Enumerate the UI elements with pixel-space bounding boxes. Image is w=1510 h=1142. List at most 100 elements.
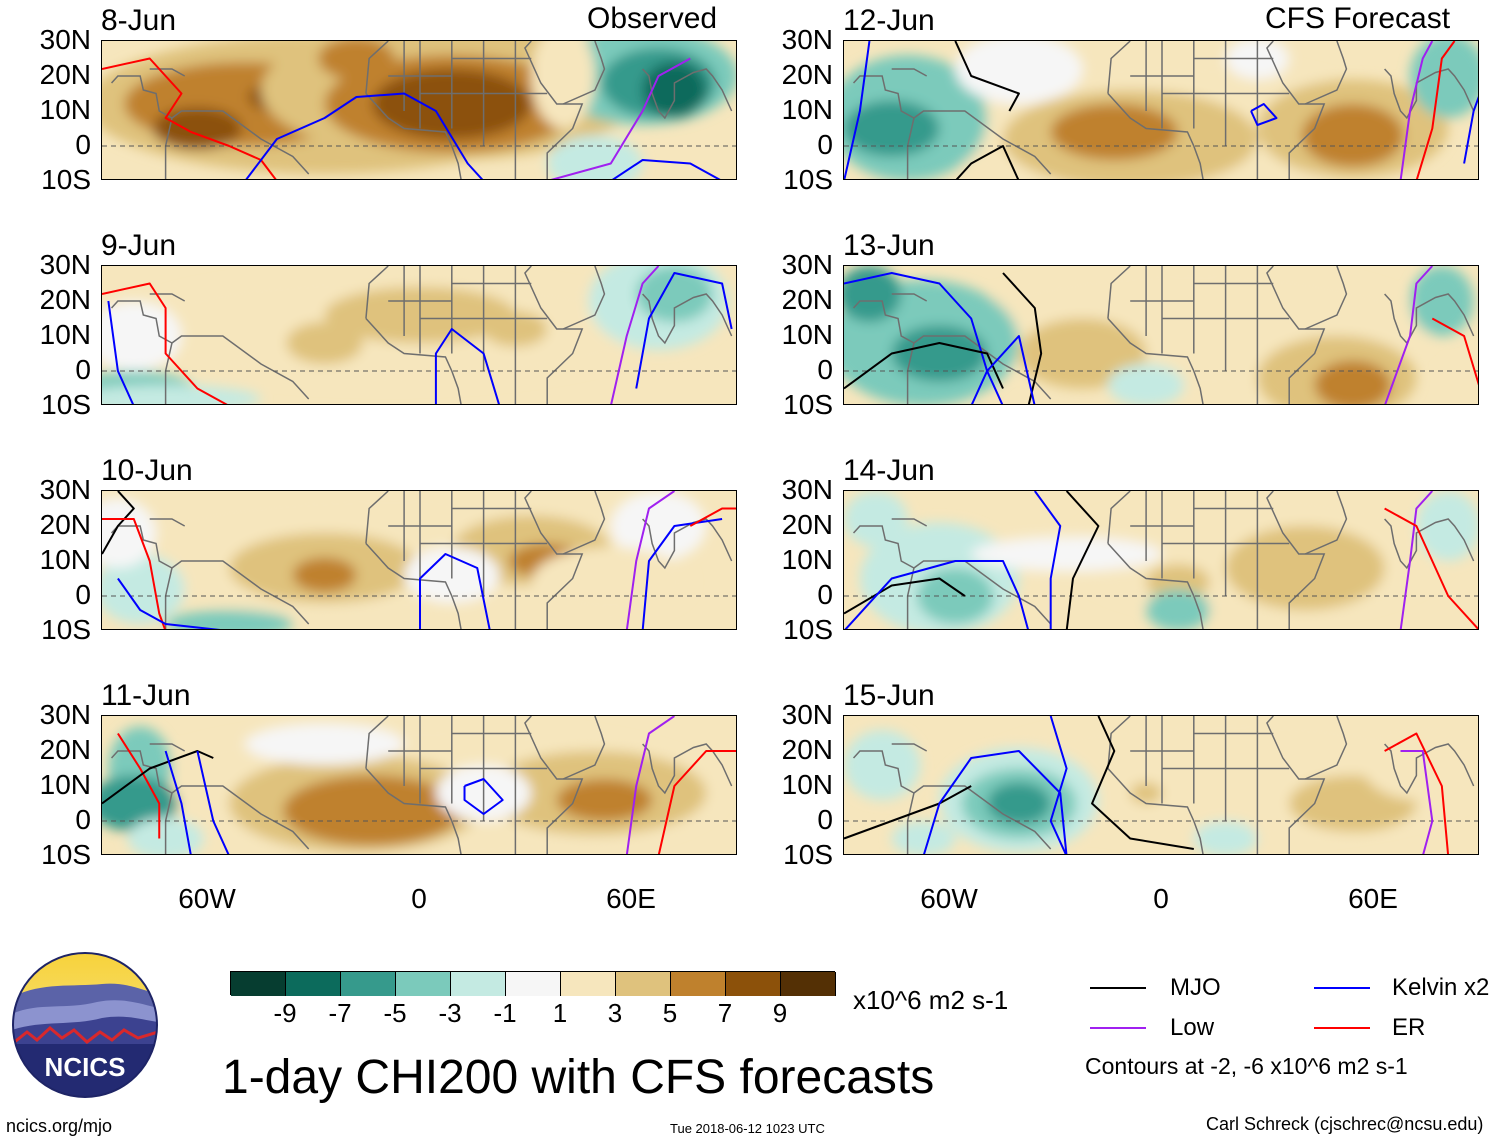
anomaly-blob bbox=[844, 491, 908, 547]
panel-date: 14-Jun bbox=[843, 454, 935, 487]
filter-contour bbox=[117, 577, 221, 629]
lat-label: 20N bbox=[39, 284, 91, 315]
map-panel bbox=[101, 715, 737, 855]
lat-label: 30N bbox=[781, 474, 833, 505]
logo-text: NCICS bbox=[45, 1052, 126, 1082]
lon-label-0: 0 bbox=[1153, 883, 1169, 914]
lat-label: 20N bbox=[39, 509, 91, 540]
filter-contour bbox=[1415, 41, 1456, 179]
colorbar-swatch bbox=[506, 972, 561, 996]
chart-title: 1-day CHI200 with CFS forecasts bbox=[222, 1051, 935, 1104]
lat-label: 0 bbox=[817, 129, 833, 160]
colorbar-tick-label: 1 bbox=[552, 998, 568, 1028]
filter-contour bbox=[102, 57, 277, 179]
lon-label-0: 0 bbox=[411, 883, 427, 914]
lat-label: 20N bbox=[781, 59, 833, 90]
filter-contour bbox=[1463, 96, 1478, 164]
coastline bbox=[1107, 266, 1131, 319]
lat-label: 10N bbox=[781, 769, 833, 800]
coastline bbox=[891, 68, 928, 77]
coastline bbox=[891, 293, 928, 302]
coastline bbox=[365, 716, 389, 769]
coastline bbox=[365, 92, 462, 179]
coastline bbox=[110, 300, 173, 344]
anomaly-blob bbox=[891, 821, 956, 854]
filter-contour bbox=[971, 335, 1036, 404]
heatmap-field bbox=[102, 491, 736, 629]
anomaly-blob bbox=[556, 779, 653, 821]
filter-contour bbox=[245, 92, 484, 179]
lat-label: 30N bbox=[39, 474, 91, 505]
heatmap-field bbox=[844, 716, 1478, 854]
anomaly-blob bbox=[1050, 104, 1178, 160]
filter-contour bbox=[196, 750, 230, 854]
colorbar-labels: -9 -7 -5 -3 -1 1 3 5 7 9 bbox=[230, 998, 835, 1030]
filter-contour bbox=[923, 750, 1068, 854]
coastline bbox=[149, 518, 186, 527]
legend-line-mjo bbox=[1090, 987, 1146, 989]
filter-contour bbox=[1400, 750, 1434, 854]
lat-label: 30N bbox=[781, 249, 833, 280]
anomaly-blob bbox=[610, 491, 707, 561]
panel-date: 12-Jun bbox=[843, 4, 935, 37]
anomaly-blob bbox=[318, 41, 395, 80]
coastline bbox=[1266, 491, 1326, 629]
footer-url[interactable]: ncics.org/mjo bbox=[6, 1116, 113, 1136]
coastline bbox=[891, 743, 928, 752]
observed-header: Observed bbox=[587, 2, 718, 35]
coastline bbox=[1107, 767, 1204, 854]
colorbar-swatch bbox=[561, 972, 616, 996]
filter-contour bbox=[844, 41, 871, 179]
lat-label: 0 bbox=[75, 804, 91, 835]
colorbar-swatch bbox=[451, 972, 506, 996]
filter-contour bbox=[955, 145, 1020, 179]
colorbar-tick-label: 3 bbox=[607, 998, 623, 1028]
filter-contour bbox=[1399, 41, 1434, 179]
coastline bbox=[1384, 743, 1475, 795]
filter-contour bbox=[844, 577, 966, 615]
colorbar-tick-label: -1 bbox=[493, 998, 517, 1028]
map-panel bbox=[843, 715, 1479, 855]
filter-contour bbox=[610, 266, 660, 404]
map-panel bbox=[843, 265, 1479, 405]
anomaly-blob bbox=[102, 301, 182, 371]
anomaly-blob bbox=[165, 610, 293, 629]
coastline bbox=[524, 266, 584, 404]
filter-contour bbox=[1399, 491, 1434, 629]
lat-label: 20N bbox=[781, 509, 833, 540]
colorbar-swatch bbox=[671, 972, 726, 996]
lat-label: 0 bbox=[817, 804, 833, 835]
map-panel bbox=[101, 265, 737, 405]
colorbar-swatch bbox=[341, 972, 396, 996]
coastline bbox=[524, 491, 584, 629]
legend-line-er bbox=[1314, 1027, 1370, 1029]
anomaly-blob bbox=[1301, 104, 1404, 167]
lat-label: 10S bbox=[783, 614, 833, 645]
coastline bbox=[562, 266, 606, 330]
panel-date: 13-Jun bbox=[843, 229, 935, 262]
filter-contour bbox=[1033, 491, 1062, 629]
anomaly-blob bbox=[844, 100, 940, 157]
legend-label-mjo: MJO bbox=[1170, 974, 1221, 1001]
anomaly-blob bbox=[987, 782, 1051, 825]
lat-label: 10S bbox=[41, 614, 91, 645]
contours-note: Contours at -2, -6 x10^6 m2 s-1 bbox=[1085, 1053, 1408, 1079]
anomaly-blob bbox=[152, 107, 242, 150]
anomaly-blob bbox=[1410, 41, 1478, 118]
colorbar-tick-label: -5 bbox=[383, 998, 407, 1028]
heatmap-field bbox=[844, 266, 1478, 404]
panel-date: 8-Jun bbox=[101, 4, 177, 37]
filter-contour bbox=[463, 778, 504, 815]
lat-label: 20N bbox=[781, 284, 833, 315]
lat-label: 10N bbox=[39, 319, 91, 350]
colorbar-swatch bbox=[726, 972, 781, 996]
filter-contour bbox=[117, 732, 161, 839]
coastline bbox=[1304, 716, 1348, 780]
lat-label: 10N bbox=[781, 94, 833, 125]
anomaly-blob bbox=[283, 775, 462, 846]
lat-label: 20N bbox=[39, 734, 91, 765]
filter-contour bbox=[625, 491, 675, 629]
filter-contour bbox=[164, 750, 192, 854]
colorbar bbox=[230, 971, 836, 996]
coastline bbox=[1304, 491, 1348, 555]
